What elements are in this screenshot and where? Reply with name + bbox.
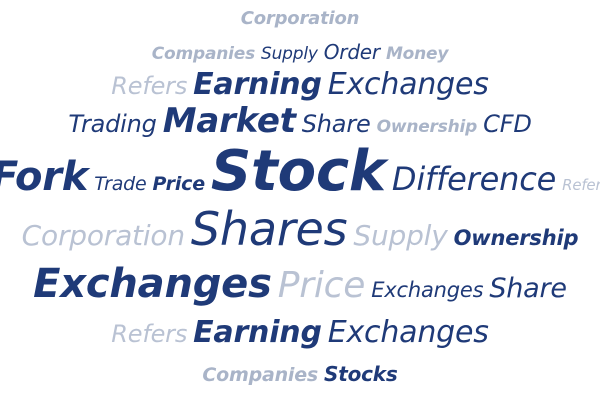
word-exchanges: Exchanges [327,67,489,102]
word-exchanges-large: Exchanges [33,261,272,307]
word-earning-repeat: Earning [193,315,322,350]
word-cloud-row-9: Companies Stocks [0,364,600,385]
word-stock: Stock [210,139,386,204]
word-trade: Trade [94,173,147,195]
word-companies: Companies [151,44,256,64]
word-share: Share [301,110,371,138]
word-shares: Shares [190,202,348,256]
word-share-repeat: Share [489,273,567,304]
word-money: Money [385,44,449,64]
word-cloud-row-5: Fork Trade Price Stock Difference Refers [0,144,600,200]
word-cfd: CFD [483,110,532,138]
word-price: Price [152,173,206,195]
word-exchanges-repeat: Exchanges [327,315,489,350]
word-cloud-row-8: Refers Earning Exchanges [0,318,600,348]
word-price-large: Price [277,265,366,306]
word-fork: Fork [0,154,89,200]
word-refers-repeat: Refers [111,320,188,348]
word-trading: Trading [68,110,157,138]
word-refers: Refers [111,72,188,100]
word-difference: Difference [391,160,557,198]
word-market: Market [162,101,296,141]
word-refers-small: Refers [562,176,600,194]
word-cloud-row-7: Exchanges Price Exchanges Share [0,264,600,304]
word-ownership-bold: Ownership [453,226,579,250]
word-order: Order [323,40,380,64]
word-cloud-row-2: Companies Supply Order Money [0,42,600,63]
word-supply: Supply [261,44,318,64]
word-corporation-large: Corporation [21,219,185,252]
word-cloud-row-6: Corporation Shares Supply Ownership [0,206,600,252]
word-companies-bottom: Companies [202,364,319,386]
word-cloud-row-3: Refers Earning Exchanges [0,70,600,100]
word-ownership: Ownership [376,117,478,137]
word-stocks: Stocks [324,362,398,386]
word-cloud-row-4: Trading Market Share Ownership CFD [0,104,600,138]
word-exchanges-small: Exchanges [371,278,484,302]
word-corporation: Corporation [240,8,360,29]
word-supply-large: Supply [353,219,448,252]
word-earning: Earning [193,67,322,102]
word-cloud-row-1: Corporation [0,10,600,28]
